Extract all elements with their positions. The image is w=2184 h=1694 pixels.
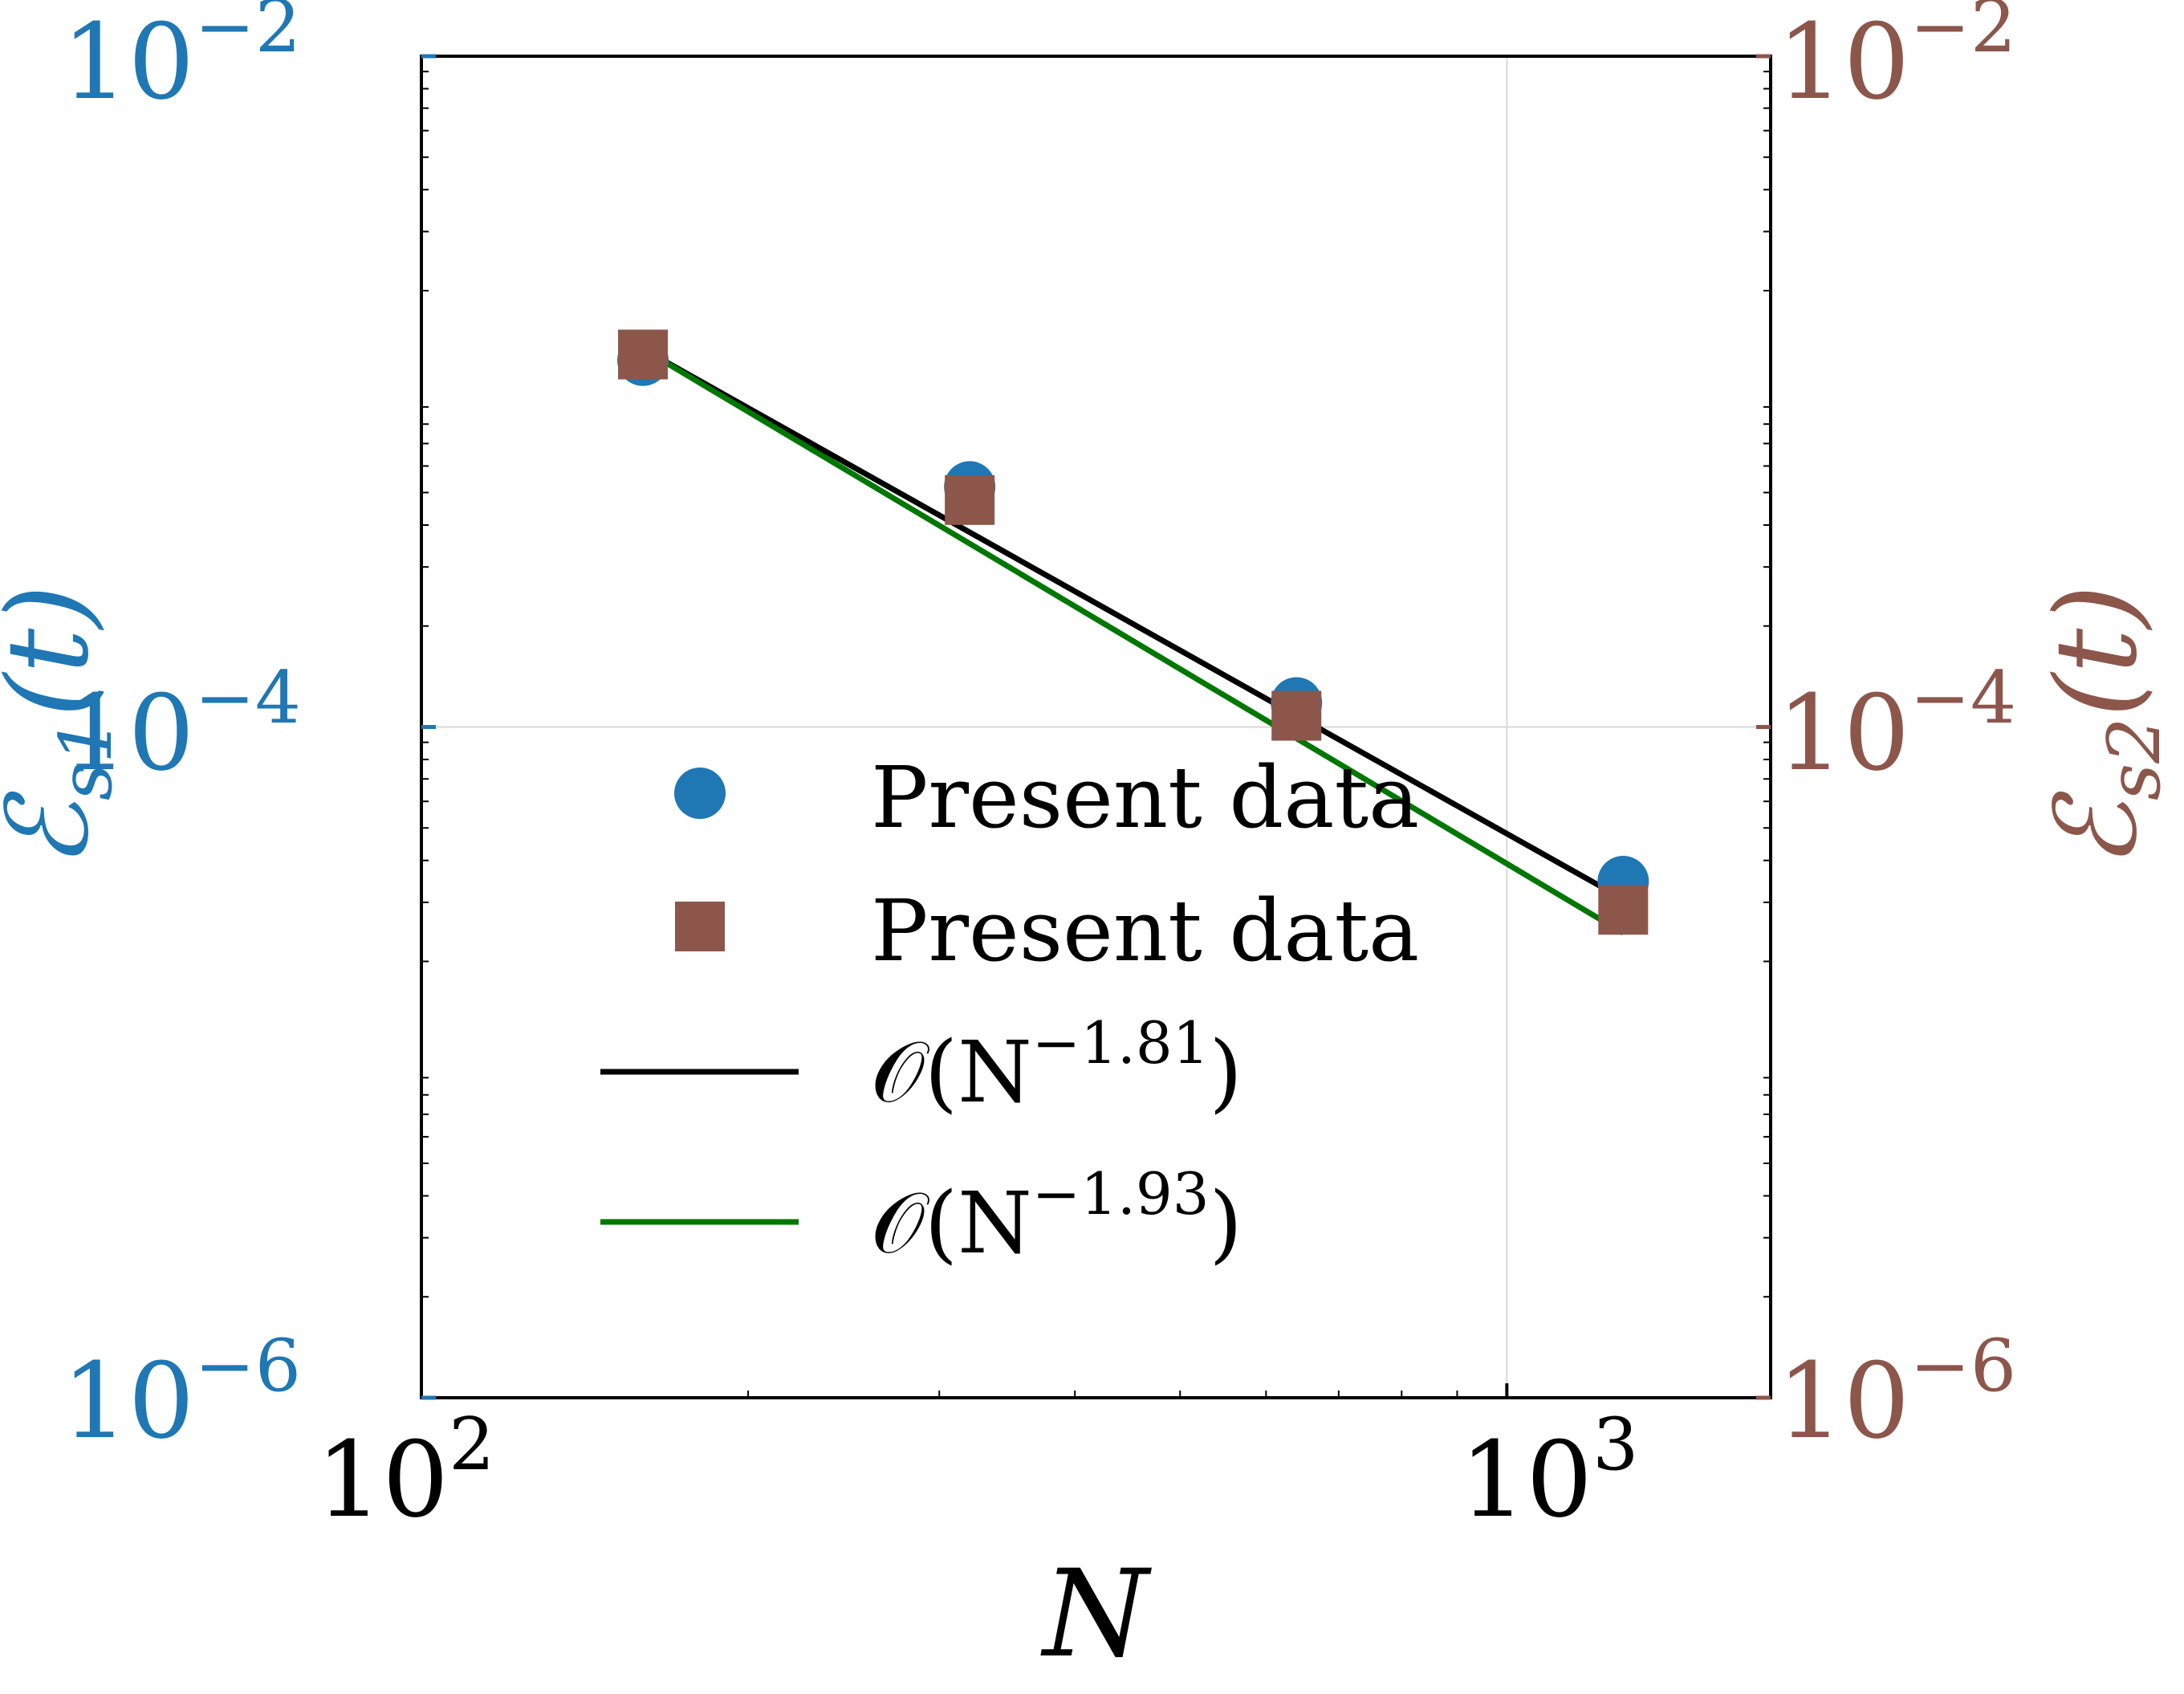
right-tick-label-1e-2: 10−2 [1777,0,2016,123]
legend-label-fit-193: 𝒪(N−1.93) [871,1160,1242,1273]
legend-label-fit-181: 𝒪(N−1.81) [871,1009,1242,1122]
data-point-square [945,474,995,525]
right-tick-label-1e-6: 10−6 [1777,1324,2016,1462]
legend: Present data Present data 𝒪(N−1.81) 𝒪(N−… [600,748,1419,1273]
right-tick-label-1e-4: 10−4 [1777,656,2016,794]
legend-square-marker [675,902,725,951]
major-ticks [420,54,1771,1400]
data-markers [617,329,1649,935]
left-tick-label-1e-4: 10−4 [62,656,301,794]
left-tick-label-1e-6: 10−6 [62,1324,301,1462]
data-point-square [618,329,669,380]
legend-circle-marker [674,768,726,819]
right-axis-title: ℰs2(t) [2031,584,2177,869]
fit-line-green [641,346,1625,936]
grid-lines [421,56,1771,1398]
fit-lines [641,346,1625,936]
legend-label-present-data-circle: Present data [871,748,1419,847]
x-tick-label-1e2: 102 [316,1403,495,1541]
data-point-square [1598,885,1649,935]
x-axis-title: N [1040,1545,1152,1684]
legend-label-present-data-square: Present data [871,882,1419,980]
data-point-square [1271,690,1322,741]
svg-text:ℰs2(t): ℰs2(t) [2031,584,2177,869]
left-axis-title: ℰs1(t) [0,584,128,869]
svg-text:ℰs1(t): ℰs1(t) [0,584,128,869]
fit-line-black [641,346,1625,902]
left-tick-label-1e-2: 10−2 [62,0,301,123]
x-tick-label-1e3: 103 [1460,1403,1639,1541]
